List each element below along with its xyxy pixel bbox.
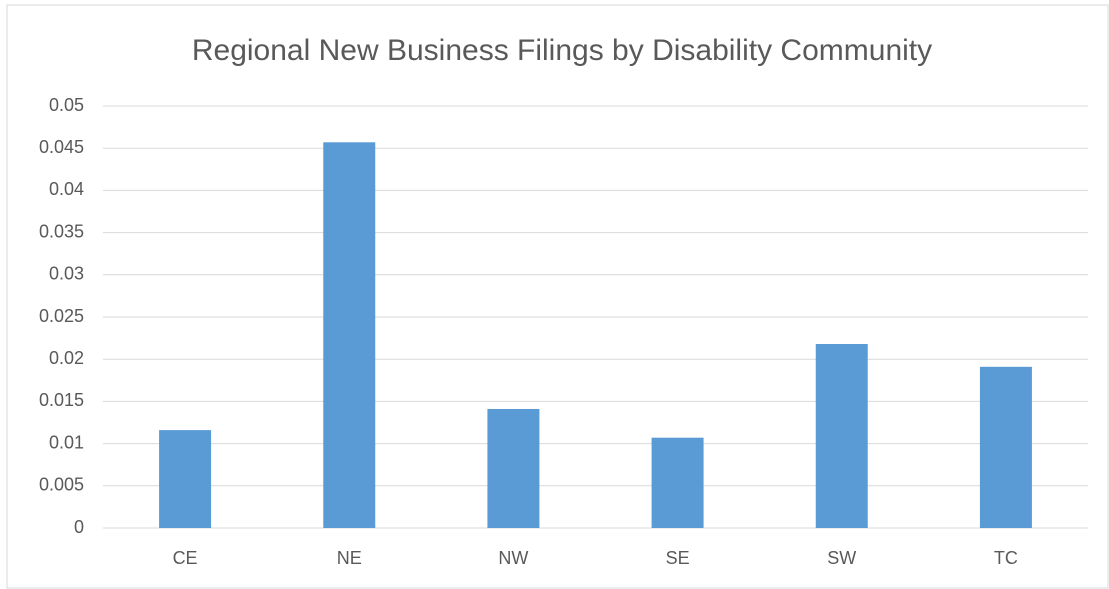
y-tick-label: 0.01 bbox=[49, 432, 84, 452]
y-tick-label: 0.025 bbox=[39, 306, 84, 326]
chart-title: Regional New Business Filings by Disabil… bbox=[192, 34, 932, 67]
y-tick-label: 0.015 bbox=[39, 390, 84, 410]
x-tick-label: NW bbox=[498, 548, 528, 568]
y-tick-label: 0.035 bbox=[39, 221, 84, 241]
y-tick-label: 0 bbox=[74, 517, 84, 537]
x-tick-label: TC bbox=[994, 548, 1018, 568]
y-tick-label: 0.045 bbox=[39, 137, 84, 157]
bar bbox=[159, 430, 212, 528]
x-tick-label: SW bbox=[827, 548, 856, 568]
bar bbox=[323, 142, 376, 529]
bar bbox=[487, 408, 540, 528]
x-tick-label: NE bbox=[337, 548, 362, 568]
y-tick-label: 0.05 bbox=[49, 95, 84, 115]
x-tick-label: CE bbox=[173, 548, 198, 568]
y-tick-label: 0.005 bbox=[39, 475, 84, 495]
y-tick-label: 0.04 bbox=[49, 179, 84, 199]
bar bbox=[651, 437, 704, 528]
x-tick-label: SE bbox=[666, 548, 690, 568]
bar bbox=[979, 366, 1032, 528]
y-tick-label: 0.02 bbox=[49, 348, 84, 368]
y-tick-label: 0.03 bbox=[49, 264, 84, 284]
bar bbox=[815, 344, 868, 528]
